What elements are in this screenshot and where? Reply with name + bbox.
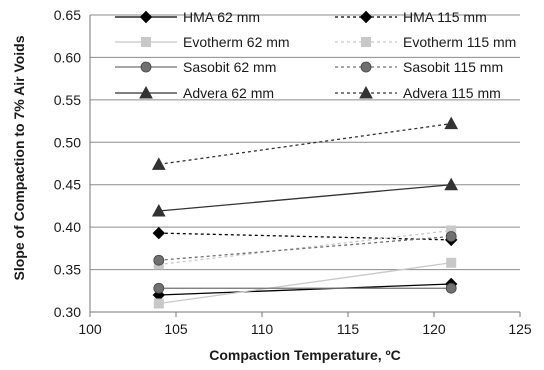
plot-series: [151, 116, 459, 309]
legend-marker: [139, 10, 153, 24]
legend-label: Advera 115 mm: [403, 85, 501, 101]
series-line: [158, 122, 452, 165]
legend-item-1: HMA 115 mm: [335, 9, 487, 25]
x-tick-label: 100: [78, 321, 102, 337]
series-5: [153, 231, 457, 266]
legend-marker: [139, 85, 153, 99]
x-tick-label: 125: [508, 321, 532, 337]
legend-marker: [361, 37, 371, 47]
y-axis-title: Slope of Compaction to 7% Air Voids: [11, 35, 27, 280]
legend-marker: [360, 61, 372, 73]
data-point: [151, 203, 166, 217]
series-1: [152, 226, 458, 247]
series-7: [151, 116, 459, 170]
data-point: [153, 298, 164, 309]
series-0: [152, 277, 458, 302]
legend-marker: [140, 61, 152, 73]
series-4: [153, 282, 457, 294]
legend-label: Sasobit 115 mm: [403, 59, 503, 75]
x-axis-title: Compaction Temperature, ºC: [209, 347, 401, 363]
gridlines: [90, 14, 520, 313]
series-6: [151, 177, 459, 217]
data-point: [153, 282, 165, 294]
data-point: [151, 157, 166, 170]
legend-label: Sasobit 62 mm: [183, 59, 276, 75]
legend-item-3: Evotherm 115 mm: [335, 34, 516, 50]
data-point: [444, 177, 459, 191]
y-tick-label: 0.45: [54, 177, 81, 193]
series-line: [158, 232, 452, 241]
data-point: [153, 254, 165, 266]
legend-item-6: Advera 62 mm: [115, 85, 274, 101]
legend-item-7: Advera 115 mm: [335, 85, 501, 101]
x-tick-label: 110: [251, 321, 274, 337]
y-tick-label: 0.35: [54, 262, 81, 278]
legend-label: Evotherm 115 mm: [403, 34, 516, 50]
series-line: [158, 229, 452, 266]
x-tick-label: 105: [164, 321, 188, 337]
legend-label: Advera 62 mm: [183, 85, 274, 101]
legend-marker: [359, 85, 373, 99]
y-tick-label: 0.55: [54, 92, 81, 108]
legend-label: HMA 62 mm: [183, 9, 260, 25]
data-point: [446, 257, 457, 268]
legend-item-2: Evotherm 62 mm: [115, 34, 290, 50]
y-tick-label: 0.50: [54, 134, 81, 150]
legend-item-0: HMA 62 mm: [115, 9, 260, 25]
legend-label: Evotherm 62 mm: [183, 34, 290, 50]
y-tick-label: 0.40: [54, 219, 81, 235]
series-line: [158, 235, 452, 261]
legend-label: HMA 115 mm: [403, 9, 487, 25]
data-point: [445, 231, 457, 242]
legend-marker: [359, 10, 373, 24]
x-tick-label: 120: [422, 321, 446, 337]
y-tick-label: 0.60: [54, 49, 81, 65]
data-point: [152, 226, 166, 240]
legend: HMA 62 mm HMA 115 mm Evotherm 62 mm Evother…: [115, 9, 516, 101]
axes: 0.30 0.35 0.40 0.45 0.50 0.55 0.60 0.65 100 105 11…: [54, 7, 532, 337]
x-tick-label: 115: [337, 321, 360, 337]
data-point: [445, 282, 457, 294]
series-line: [158, 262, 452, 305]
data-point: [444, 116, 459, 130]
series-line: [158, 283, 452, 296]
series-line: [158, 184, 452, 212]
series-3: [153, 225, 457, 270]
legend-item-5: Sasobit 115 mm: [335, 59, 503, 75]
y-tick-label: 0.30: [54, 304, 81, 320]
legend-item-4: Sasobit 62 mm: [115, 59, 276, 75]
legend-marker: [141, 37, 151, 47]
y-tick-label: 0.65: [54, 7, 81, 23]
series-2: [153, 257, 457, 309]
